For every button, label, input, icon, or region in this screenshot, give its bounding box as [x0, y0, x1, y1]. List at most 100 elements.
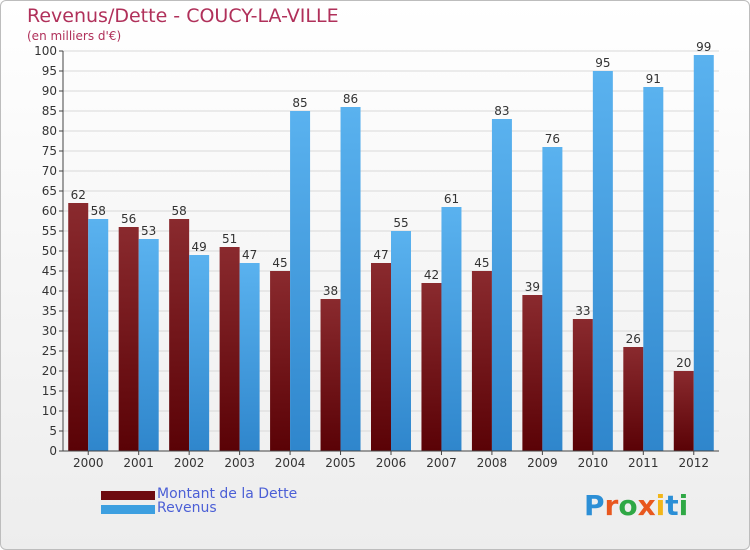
data-label-dette-2000: 62: [71, 188, 86, 202]
legend-label-dette: Montant de la Dette: [157, 486, 298, 502]
bar-dette-2010: [572, 319, 593, 451]
data-label-dette-2012: 20: [676, 356, 691, 370]
data-label-dette-2006: 47: [373, 248, 388, 262]
y-tick-label: 85: [42, 104, 57, 118]
y-tick-label: 50: [42, 244, 57, 258]
data-label-revenus-2000: 58: [91, 204, 106, 218]
x-tick-label: 2003: [224, 456, 255, 470]
bar-revenus-2001: [138, 239, 159, 451]
data-label-revenus-2005: 86: [343, 92, 358, 106]
data-label-revenus-2002: 49: [192, 240, 207, 254]
y-tick-label: 70: [42, 164, 57, 178]
y-tick-label: 10: [42, 404, 57, 418]
y-tick-label: 60: [42, 204, 57, 218]
bar-dette-2009: [522, 295, 543, 451]
bar-revenus-2009: [542, 147, 563, 451]
logo-letter: o: [618, 489, 638, 522]
data-label-dette-2002: 58: [172, 204, 187, 218]
bar-revenus-2012: [693, 55, 714, 451]
bar-dette-2003: [219, 247, 240, 451]
logo-letter: P: [584, 489, 605, 522]
y-tick-label: 95: [42, 64, 57, 78]
data-label-revenus-2011: 91: [646, 72, 661, 86]
bar-revenus-2011: [643, 87, 664, 451]
y-tick-label: 5: [49, 424, 57, 438]
logo-letter: i: [678, 489, 689, 522]
x-tick-label: 2012: [678, 456, 709, 470]
data-label-revenus-2006: 55: [393, 216, 408, 230]
data-label-dette-2001: 56: [121, 212, 136, 226]
legend-label-revenus: Revenus: [157, 500, 217, 516]
y-tick-label: 20: [42, 364, 57, 378]
bar-dette-2006: [371, 263, 391, 451]
y-tick-label: 100: [34, 44, 57, 58]
chart-title: Revenus/Dette - COUCY-LA-VILLE: [27, 5, 339, 27]
x-tick-label: 2000: [73, 456, 104, 470]
y-tick-label: 90: [42, 84, 57, 98]
data-label-dette-2003: 51: [222, 232, 237, 246]
data-label-dette-2004: 45: [272, 256, 287, 270]
bar-dette-2000: [68, 203, 89, 451]
data-label-revenus-2003: 47: [242, 248, 257, 262]
x-tick-label: 2004: [275, 456, 306, 470]
logo-letter: r: [604, 489, 619, 522]
bar-dette-2011: [623, 347, 644, 451]
bar-dette-2004: [270, 271, 291, 451]
y-tick-label: 55: [42, 224, 57, 238]
y-tick-label: 35: [42, 304, 57, 318]
y-tick-label: 75: [42, 144, 57, 158]
data-label-revenus-2007: 61: [444, 192, 459, 206]
data-label-revenus-2012: 99: [696, 40, 711, 54]
bar-revenus-2007: [441, 207, 462, 451]
x-tick-label: 2002: [174, 456, 205, 470]
bar-revenus-2010: [592, 71, 613, 451]
legend-swatch-dette: [101, 491, 155, 500]
y-tick-label: 80: [42, 124, 57, 138]
x-tick-label: 2006: [376, 456, 407, 470]
y-tick-label: 0: [49, 444, 57, 458]
data-label-dette-2008: 45: [474, 256, 489, 270]
y-tick-label: 40: [42, 284, 57, 298]
data-label-revenus-2010: 95: [595, 56, 610, 70]
data-label-dette-2005: 38: [323, 284, 338, 298]
logo-letter: i: [655, 489, 666, 522]
bar-revenus-2005: [340, 107, 361, 451]
bar-revenus-2008: [491, 119, 512, 451]
logo-letter: t: [665, 489, 679, 522]
x-tick-label: 2009: [527, 456, 558, 470]
bar-dette-2002: [169, 219, 190, 451]
bar-dette-2007: [421, 283, 442, 451]
data-label-dette-2009: 39: [525, 280, 540, 294]
bar-revenus-2006: [391, 231, 411, 451]
y-tick-label: 25: [42, 344, 57, 358]
bar-dette-2005: [320, 299, 341, 451]
logo-letter: x: [637, 489, 656, 522]
y-tick-label: 45: [42, 264, 57, 278]
chart-subtitle: (en milliers d'€): [27, 29, 122, 43]
bar-revenus-2002: [189, 255, 210, 451]
x-tick-label: 2005: [325, 456, 356, 470]
x-tick-label: 2011: [628, 456, 659, 470]
y-tick-label: 15: [42, 384, 57, 398]
y-tick-label: 65: [42, 184, 57, 198]
bar-revenus-2000: [88, 219, 109, 451]
data-label-dette-2011: 26: [626, 332, 641, 346]
x-tick-label: 2010: [578, 456, 609, 470]
data-label-revenus-2009: 76: [545, 132, 560, 146]
data-label-dette-2007: 42: [424, 268, 439, 282]
data-label-revenus-2008: 83: [494, 104, 509, 118]
legend-swatch-revenus: [101, 505, 155, 514]
bar-dette-2012: [673, 371, 694, 451]
data-label-revenus-2001: 53: [141, 224, 156, 238]
bar-dette-2001: [118, 227, 139, 451]
proxiti-logo: Proxiti: [584, 489, 688, 522]
bar-dette-2008: [471, 271, 492, 451]
data-label-dette-2010: 33: [575, 304, 590, 318]
bar-revenus-2004: [290, 111, 311, 451]
y-tick-label: 30: [42, 324, 57, 338]
x-tick-label: 2001: [123, 456, 154, 470]
x-tick-label: 2008: [477, 456, 508, 470]
bar-revenus-2003: [239, 263, 260, 451]
